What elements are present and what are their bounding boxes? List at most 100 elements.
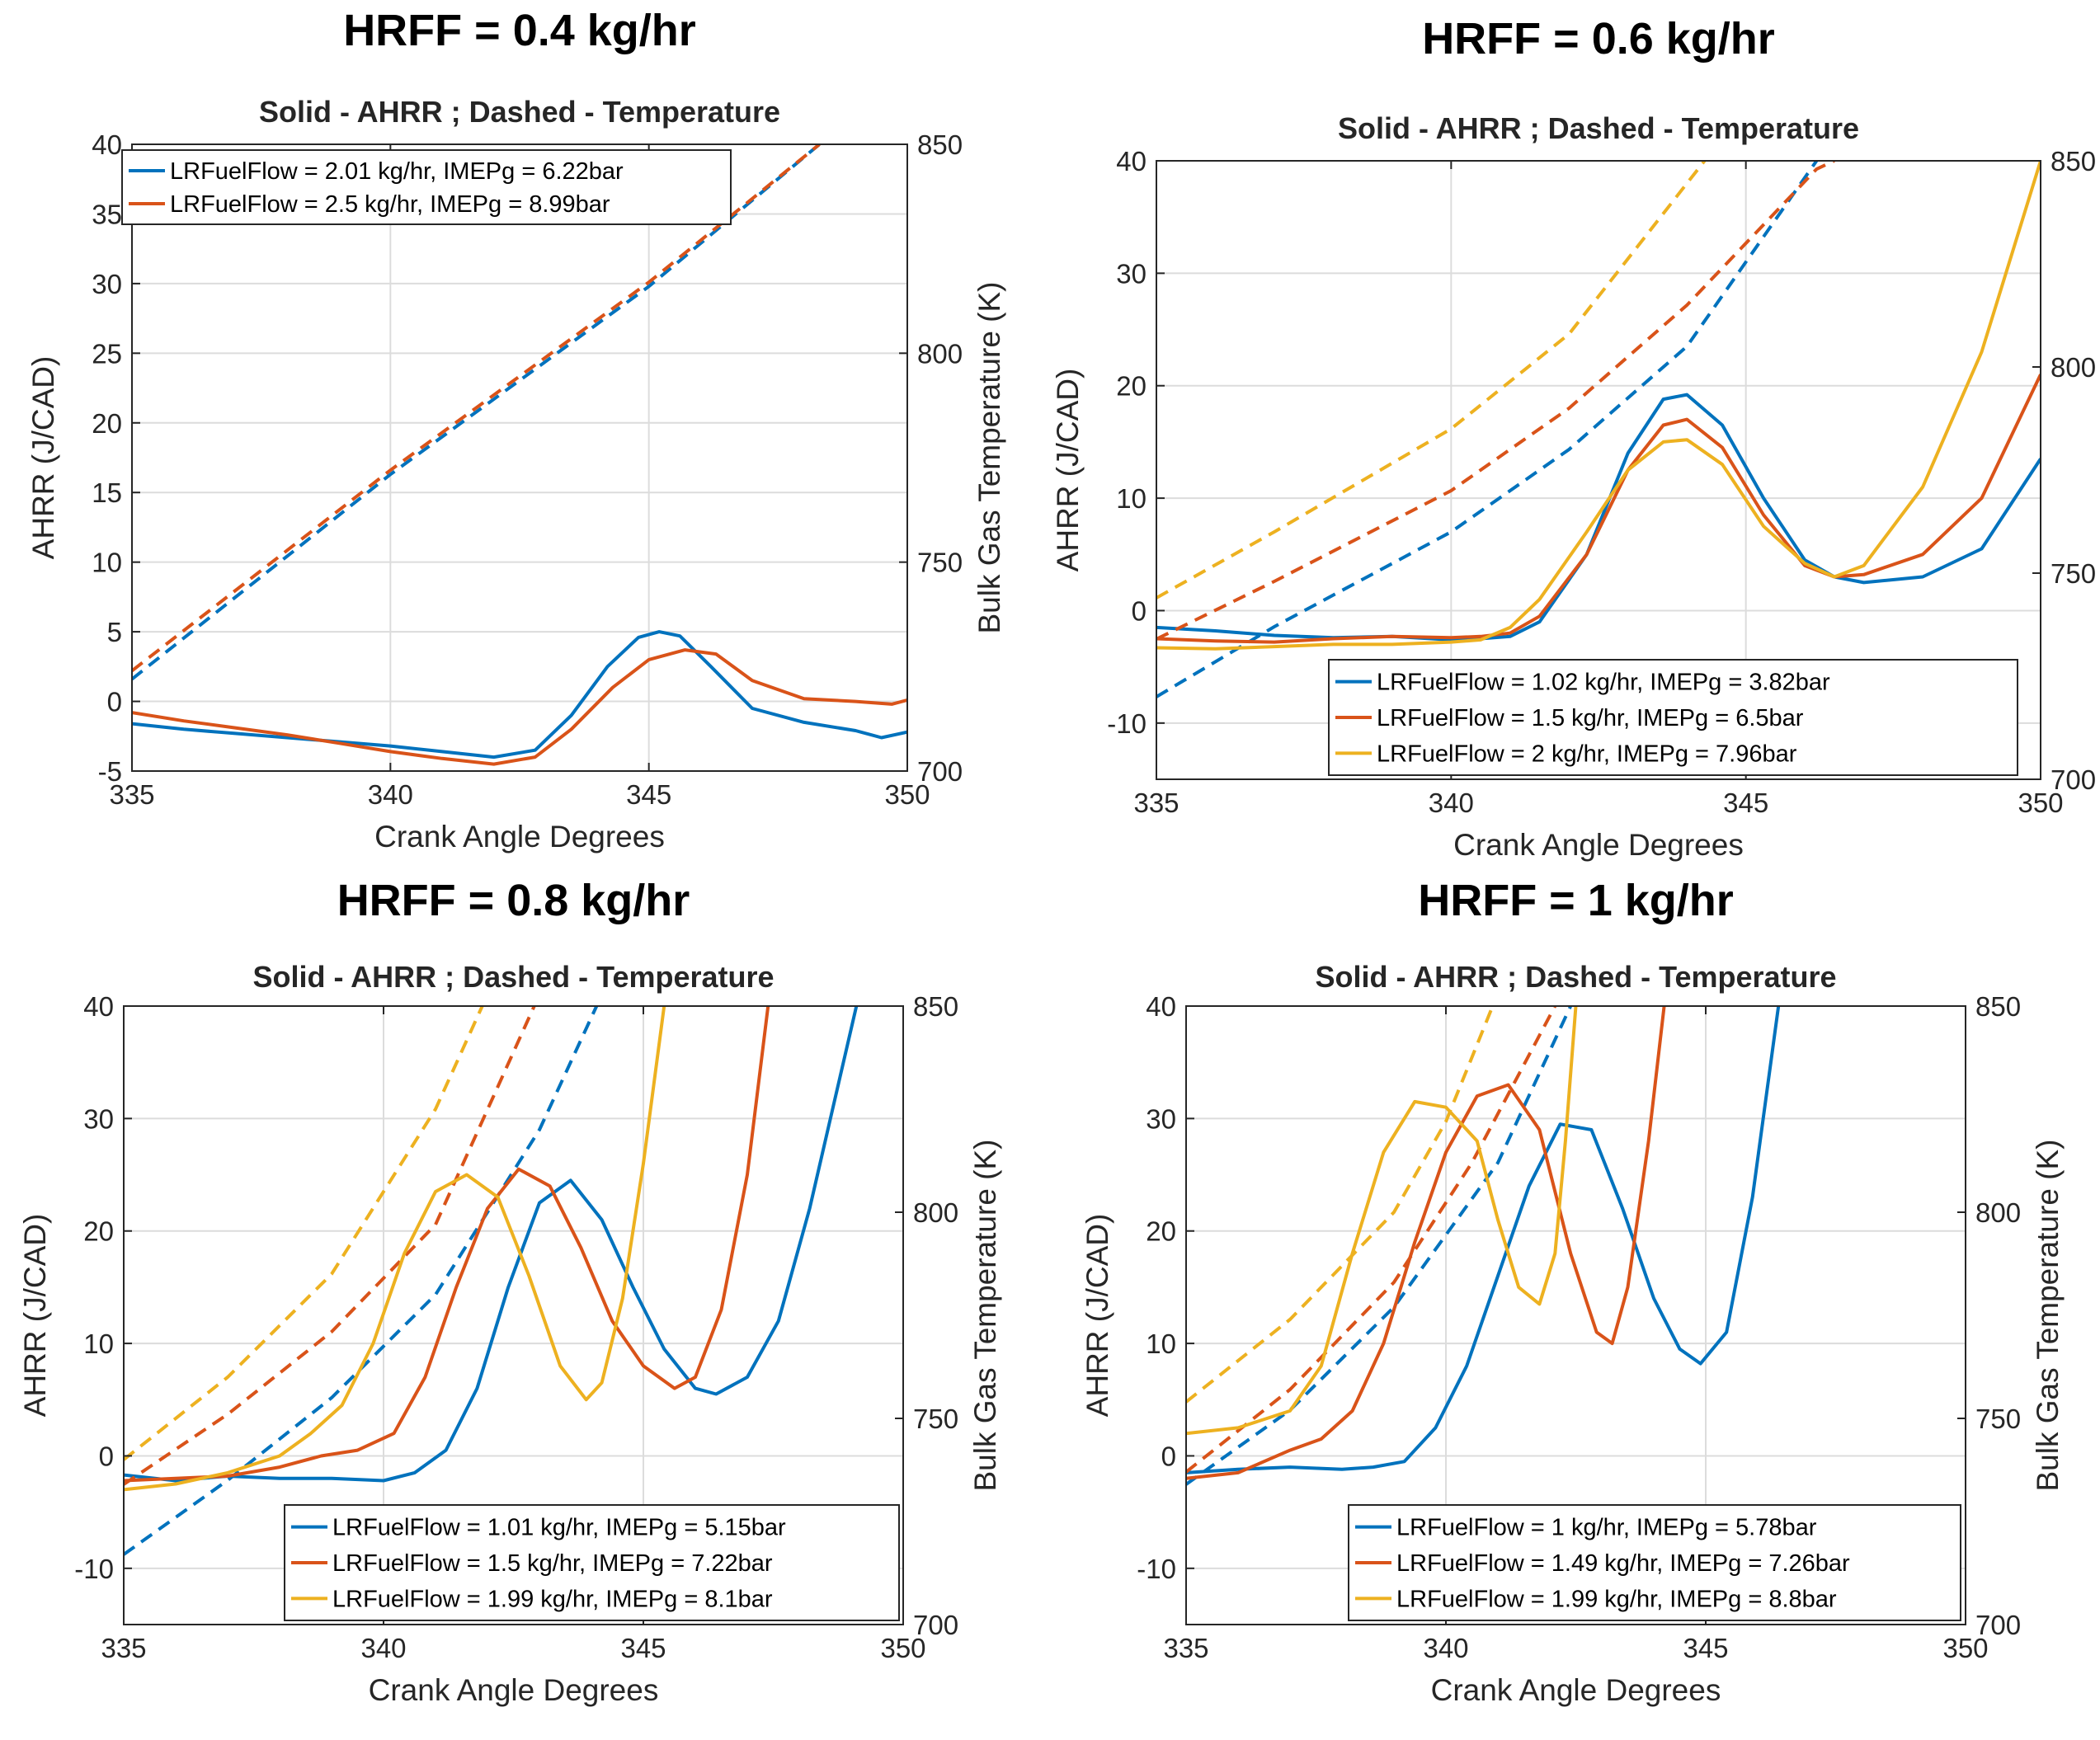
y-tick-label: 25 xyxy=(92,338,122,369)
y-right-tick-label: 700 xyxy=(913,1610,958,1640)
panel-title: HRFF = 0.4 kg/hr xyxy=(343,6,696,55)
ahrr-line-2 xyxy=(1186,1006,1666,1480)
series-group xyxy=(132,144,907,766)
x-tick-label: 350 xyxy=(884,779,930,810)
panel-hrff-1: HRFF = 1 kg/hr Solid - AHRR ; Dashed - Te… xyxy=(1050,870,2100,1740)
plot-area xyxy=(132,144,907,771)
y-right-tick-label: 700 xyxy=(917,756,963,787)
y-right-tick-label: 850 xyxy=(2051,146,2096,176)
y-tick-label: -5 xyxy=(98,756,122,787)
y-tick-label: 20 xyxy=(92,408,122,439)
temperature-line-3 xyxy=(124,1006,484,1461)
y-tick-label: 35 xyxy=(92,199,122,229)
x-tick-label: 345 xyxy=(626,779,671,810)
x-axis-label: Crank Angle Degrees xyxy=(369,1673,659,1707)
panel-hrff-0-8: HRFF = 0.8 kg/hr Solid - AHRR ; Dashed - … xyxy=(0,870,1050,1740)
y-right-tick-label: 850 xyxy=(913,991,958,1022)
y-tick-label: 10 xyxy=(92,548,122,578)
panel-title: HRFF = 1 kg/hr xyxy=(1418,876,1734,925)
y-right-tick-label: 750 xyxy=(913,1404,958,1434)
y-tick-label: 30 xyxy=(83,1103,114,1134)
chart-title: Solid - AHRR ; Dashed - Temperature xyxy=(1315,960,1836,994)
y-axis-label: AHRR (J/CAD) xyxy=(1051,369,1085,572)
y-tick-label: -10 xyxy=(1107,708,1147,739)
legend-entry-2: LRFuelFlow = 2.5 kg/hr, IMEPg = 8.99bar xyxy=(170,191,610,218)
chart-hrff-0-8: HRFF = 0.8 kg/hr Solid - AHRR ; Dashed - … xyxy=(18,876,1002,1707)
y-right-tick-label: 850 xyxy=(917,129,963,160)
chart-title: Solid - AHRR ; Dashed - Temperature xyxy=(1338,111,1859,145)
axes-box xyxy=(123,1005,904,1625)
y-axis-label: AHRR (J/CAD) xyxy=(18,1214,52,1418)
y-right-tick-label: 750 xyxy=(2051,558,2096,589)
legend-entry-2: LRFuelFlow = 1.49 kg/hr, IMEPg = 7.26bar xyxy=(1396,1550,1850,1577)
y-tick-label: 30 xyxy=(1116,258,1147,289)
y-tick-label: 30 xyxy=(1146,1103,1176,1134)
y-tick-label: 0 xyxy=(1132,595,1147,626)
legend-box xyxy=(1328,659,2018,776)
chart-hrff-1: HRFF = 1 kg/hr Solid - AHRR ; Dashed - Te… xyxy=(1081,876,2065,1707)
y-right-tick-label: 700 xyxy=(2051,764,2096,795)
legend-entry-1: LRFuelFlow = 1.01 kg/hr, IMEPg = 5.15bar xyxy=(332,1515,786,1541)
legend-entry-2: LRFuelFlow = 1.5 kg/hr, IMEPg = 7.22bar xyxy=(332,1550,773,1577)
ahrr-line-2 xyxy=(124,1006,770,1483)
temperature-line-2 xyxy=(1156,161,1835,641)
y-tick-label: 20 xyxy=(83,1216,114,1247)
y-tick-label: 40 xyxy=(83,991,114,1022)
legend: LRFuelFlow = 2.01 kg/hr, IMEPg = 6.22bar… xyxy=(121,149,732,225)
y-right-tick-label: 800 xyxy=(1975,1197,2021,1228)
y-right-tick-label: 800 xyxy=(913,1197,958,1228)
y-tick-label: 5 xyxy=(107,617,122,647)
x-tick-label: 350 xyxy=(1942,1633,1988,1663)
legend-entry-3: LRFuelFlow = 1.99 kg/hr, IMEPg = 8.1bar xyxy=(332,1586,773,1612)
x-tick-label: 350 xyxy=(880,1633,925,1663)
y-tick-label: 15 xyxy=(92,477,122,508)
ahrr-line-3 xyxy=(1156,161,2041,651)
axes-box xyxy=(1185,1005,1966,1625)
temperature-line-3 xyxy=(1186,1006,1495,1404)
legend-entry-2: LRFuelFlow = 1.5 kg/hr, IMEPg = 6.5bar xyxy=(1377,705,1804,731)
legend-entry-3: LRFuelFlow = 2 kg/hr, IMEPg = 7.96bar xyxy=(1377,741,1797,767)
legend-entry-1: LRFuelFlow = 1 kg/hr, IMEPg = 5.78bar xyxy=(1396,1515,1817,1541)
x-tick-label: 345 xyxy=(1723,788,1768,818)
panel-title: HRFF = 0.8 kg/hr xyxy=(337,876,690,925)
series-group xyxy=(124,1006,859,1556)
y-right-tick-label: 750 xyxy=(1975,1404,2021,1434)
y-tick-label: 0 xyxy=(107,687,122,717)
y-tick-label: 0 xyxy=(1161,1441,1176,1471)
y-tick-label: 40 xyxy=(1116,146,1147,176)
temperature-line-1 xyxy=(1156,161,1819,698)
series-group xyxy=(1186,1006,1781,1486)
panel-hrff-0-6: HRFF = 0.6 kg/hr Solid - AHRR ; Dashed - … xyxy=(1050,0,2100,870)
legend-entry-1: LRFuelFlow = 1.02 kg/hr, IMEPg = 3.82bar xyxy=(1377,670,1830,696)
y-right-axis-label: Bulk Gas Temperature (K) xyxy=(972,281,1006,633)
y-tick-label: -10 xyxy=(1137,1554,1176,1584)
x-tick-label: 340 xyxy=(360,1633,406,1663)
chart-title: Solid - AHRR ; Dashed - Temperature xyxy=(259,95,780,129)
y-right-axis-label: Bulk Gas Temperature (K) xyxy=(968,1139,1002,1491)
x-tick-label: 335 xyxy=(109,779,154,810)
ahrr-line-3 xyxy=(1186,1006,1578,1436)
temperature-line-2 xyxy=(1186,1006,1557,1474)
x-tick-label: 340 xyxy=(1423,1633,1468,1663)
legend-box xyxy=(121,149,732,225)
ahrr-line-2 xyxy=(132,648,907,766)
legend: LRFuelFlow = 1.02 kg/hr, IMEPg = 3.82bar… xyxy=(1328,659,2018,776)
y-right-tick-label: 850 xyxy=(1975,991,2021,1022)
axes-box xyxy=(1156,160,2041,780)
y-right-tick-label: 800 xyxy=(2051,352,2096,383)
panel-title: HRFF = 0.6 kg/hr xyxy=(1422,14,1775,63)
chart-hrff-0-4: HRFF = 0.4 kg/hr Solid - AHRR ; Dashed - … xyxy=(26,6,1006,854)
temperature-line-2 xyxy=(124,1006,536,1486)
y-tick-label: 0 xyxy=(99,1441,114,1471)
series-group xyxy=(1156,161,2041,698)
x-tick-label: 335 xyxy=(1133,788,1179,818)
y-tick-label: 30 xyxy=(92,269,122,299)
y-axis-label: AHRR (J/CAD) xyxy=(26,356,60,560)
legend-box xyxy=(284,1504,900,1621)
y-tick-label: 40 xyxy=(1146,991,1176,1022)
x-tick-label: 340 xyxy=(368,779,413,810)
legend: LRFuelFlow = 1 kg/hr, IMEPg = 5.78bar LRF… xyxy=(1348,1504,1961,1621)
x-axis-label: Crank Angle Degrees xyxy=(1431,1673,1721,1707)
x-axis-label: Crank Angle Degrees xyxy=(1453,828,1744,862)
